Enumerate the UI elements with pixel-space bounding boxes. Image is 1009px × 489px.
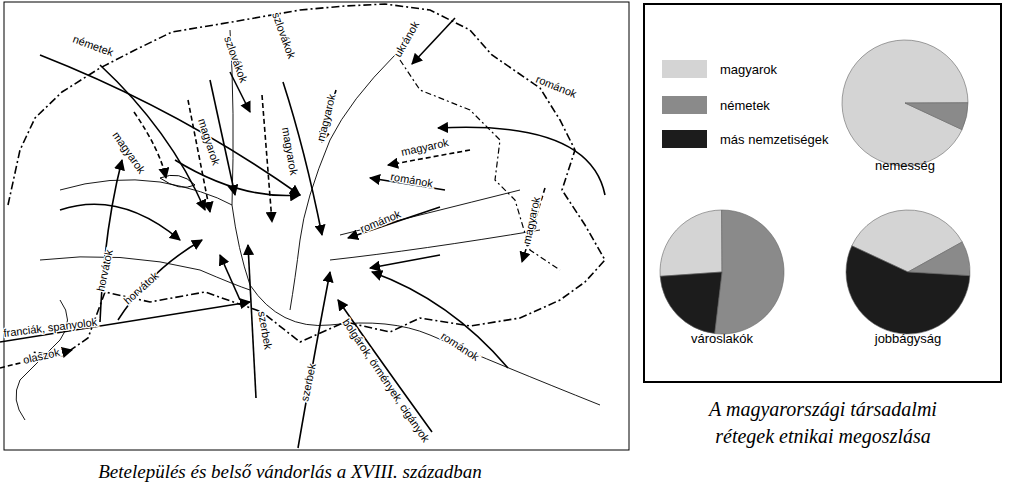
arrow-label: bolgárok, örmények, cigányok xyxy=(340,316,432,444)
map-caption: Betelepülés és belső vándorlás a XVIII. … xyxy=(98,461,482,482)
pie xyxy=(846,210,970,334)
migration-arrow xyxy=(40,55,300,195)
arrow-label: franciák, spanyolok xyxy=(3,316,98,339)
arrow-label: magyarok xyxy=(110,129,148,176)
migration-arrow xyxy=(262,95,272,222)
arrow-label: románok xyxy=(534,73,579,100)
arrow-label: magyarok xyxy=(196,117,222,167)
migration-arrow xyxy=(248,245,256,398)
pie-panel: magyarok németek más nemzetiségek nemesség v… xyxy=(644,4,1001,382)
arrow-label: magyarok xyxy=(400,136,450,158)
pie-slice xyxy=(846,246,970,334)
figure: németek szlovákok szlovákok magyarok ukránok… xyxy=(0,0,1009,489)
pie-title: városlakók xyxy=(691,331,754,346)
arrow-label: szlovákok xyxy=(270,11,298,61)
map: németek szlovákok szlovákok magyarok ukránok… xyxy=(0,2,629,450)
arrow-label: románok xyxy=(439,330,482,364)
pie xyxy=(842,40,968,166)
arrow-label: románok xyxy=(390,170,435,189)
panel-frame xyxy=(644,4,1001,382)
legend-label: más nemzetiségek xyxy=(720,132,829,147)
legend-swatch xyxy=(662,130,707,148)
pie-title: nemesség xyxy=(875,158,935,173)
river xyxy=(16,300,68,420)
arrow-label: szerbek xyxy=(256,310,275,351)
arrow-label: olaszok xyxy=(22,346,62,366)
pie-slice xyxy=(842,40,968,166)
border xyxy=(8,4,605,356)
pie-slice xyxy=(660,210,722,276)
arrow-label: szlovákok xyxy=(222,35,250,85)
migration-arrow xyxy=(0,302,250,342)
migration-arrow xyxy=(348,207,440,238)
map-frame xyxy=(4,2,629,450)
legend-label: németek xyxy=(720,98,770,113)
migration-arrow xyxy=(100,160,122,322)
arrow-label: ukránok xyxy=(391,19,421,59)
pie-slice xyxy=(660,272,722,334)
arrow-label: magyarok xyxy=(314,92,337,142)
river xyxy=(60,180,600,405)
legend-swatch xyxy=(662,96,707,114)
migration-arrow xyxy=(438,127,605,195)
arrow xyxy=(370,255,440,268)
pie xyxy=(660,210,784,334)
inner-border xyxy=(400,60,560,270)
arrow xyxy=(60,204,180,240)
arrow-label: horvátok xyxy=(121,269,161,306)
pie-slice xyxy=(908,242,970,276)
arrow xyxy=(175,160,300,196)
migration-arrow xyxy=(298,272,330,448)
legend-swatch xyxy=(662,60,707,78)
pie-slice xyxy=(715,210,784,334)
arrow-label: románok xyxy=(358,208,403,235)
migration-arrow xyxy=(372,272,508,368)
pie-caption: A magyarországi társadalmi xyxy=(707,398,937,421)
legend-label: magyarok xyxy=(720,62,778,77)
river xyxy=(290,55,395,310)
arrow-label: horvátok xyxy=(94,248,115,292)
migration-arrow xyxy=(118,240,202,320)
arrow-label: magyarok xyxy=(520,195,542,245)
arrow-label: németek xyxy=(71,33,115,59)
arrow-label: szerbek xyxy=(298,362,318,403)
river xyxy=(340,190,520,235)
pie-title: jobbágyság xyxy=(874,331,942,346)
pie-caption: rétegek etnikai megoszlása xyxy=(715,425,931,448)
arrow xyxy=(220,255,240,300)
pie-slice xyxy=(905,103,968,130)
arrow-label: magyarok xyxy=(280,126,300,176)
